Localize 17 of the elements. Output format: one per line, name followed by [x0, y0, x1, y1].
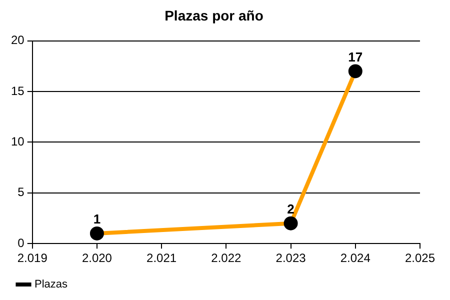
y-tick-label: 15 [10, 84, 25, 98]
chart-title: Plazas por año [164, 7, 264, 24]
x-tick-label: 2.022 [211, 251, 242, 266]
x-tick-label: 2.020 [82, 251, 112, 266]
x-tick-label: 2.025 [404, 251, 436, 266]
x-tick-label: 2.019 [17, 251, 48, 266]
x-tick-label: 2.021 [146, 251, 177, 266]
y-tick-label: 20 [10, 33, 25, 48]
y-tick-label: 10 [10, 134, 25, 149]
legend-label: Plazas [34, 278, 68, 291]
data-label: 2 [287, 201, 294, 216]
x-tick-label: 2.023 [276, 251, 306, 266]
y-tick-label: 5 [18, 185, 25, 200]
y-tick-label: 0 [18, 236, 25, 250]
x-tick-label: 2.024 [340, 251, 371, 266]
data-label: 17 [348, 49, 363, 64]
data-label: 1 [93, 212, 101, 227]
